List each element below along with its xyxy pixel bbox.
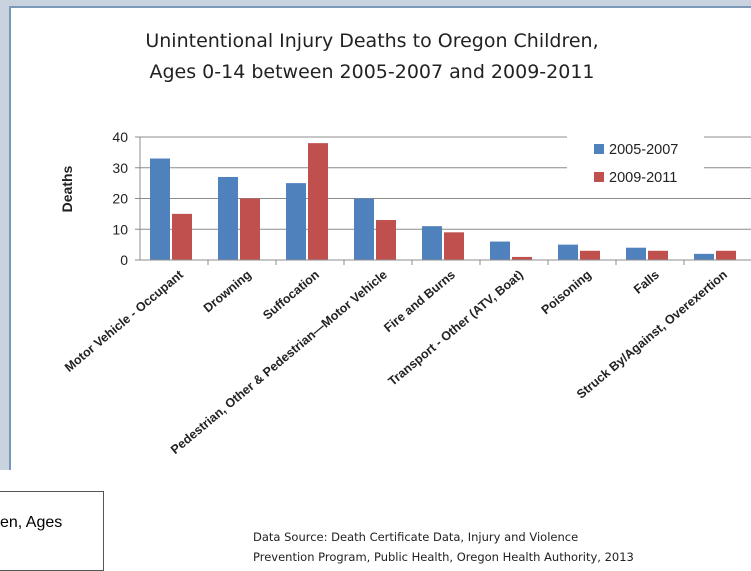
bar-2005-2007-8 <box>694 253 714 260</box>
frame-top-line <box>9 6 751 8</box>
bar-2005-2007-0 <box>150 158 170 260</box>
legend-swatch-2005-2007 <box>594 144 604 154</box>
x-category-label: Motor Vehicle - Occupant <box>62 267 187 375</box>
bars <box>150 143 736 260</box>
x-category-label: Struck By/Against, Overexertion <box>574 268 730 402</box>
bar-2009-2011-4 <box>444 232 464 260</box>
bar-2009-2011-8 <box>716 250 736 260</box>
bar-2009-2011-5 <box>512 256 532 260</box>
bar-2005-2007-4 <box>422 226 442 260</box>
x-category-label: Poisoning <box>539 268 594 318</box>
x-category-label: Transport - Other (ATV, Boat) <box>386 268 526 389</box>
bar-2005-2007-7 <box>626 247 646 260</box>
bar-2009-2011-7 <box>648 250 668 260</box>
legend: 2005-2007 2009-2011 <box>567 135 704 193</box>
bar-2005-2007-1 <box>218 176 238 260</box>
bar-2009-2011-3 <box>376 220 396 260</box>
y-tick-label-20: 20 <box>112 191 128 207</box>
y-axis-label: Deaths <box>59 165 75 212</box>
chart-title-line-2: Ages 0-14 between 2005-2007 and 2009-201… <box>150 61 595 83</box>
y-tick-label-40: 40 <box>112 129 128 145</box>
data-source-note: Data Source: Death Certificate Data, Inj… <box>253 527 634 567</box>
data-source-line-2: Prevention Program, Public Health, Orego… <box>253 550 634 564</box>
bar-2005-2007-3 <box>354 198 374 260</box>
x-category-label: Falls <box>631 268 662 297</box>
y-tick-label-0: 0 <box>120 252 128 268</box>
y-tick-label-10: 10 <box>112 221 128 237</box>
slide-left-border <box>0 0 11 470</box>
partial-caption-box <box>0 491 104 571</box>
x-category-label: Suffocation <box>260 268 322 323</box>
bar-2005-2007-5 <box>490 241 510 260</box>
slide-top-border <box>0 0 751 8</box>
data-source-line-1: Data Source: Death Certificate Data, Inj… <box>253 530 579 544</box>
legend-swatch-2009-2011 <box>594 172 604 182</box>
frame-left-line <box>9 6 11 470</box>
x-category-label: Fire and Burns <box>381 268 458 335</box>
bar-2009-2011-6 <box>580 250 600 260</box>
bar-2009-2011-2 <box>308 143 328 260</box>
x-category-label: Drowning <box>201 268 254 316</box>
bar-2005-2007-6 <box>558 244 578 260</box>
legend-box <box>567 135 704 193</box>
bar-2009-2011-0 <box>172 213 192 260</box>
legend-label-2005-2007: 2005-2007 <box>609 142 678 158</box>
bar-2009-2011-1 <box>240 198 260 260</box>
legend-label-2009-2011: 2009-2011 <box>609 170 677 186</box>
bar-2005-2007-2 <box>286 183 306 260</box>
partial-caption-text: en, Ages <box>0 514 63 531</box>
chart-title-line-1: Unintentional Injury Deaths to Oregon Ch… <box>145 30 598 52</box>
y-tick-label-30: 30 <box>112 160 128 176</box>
